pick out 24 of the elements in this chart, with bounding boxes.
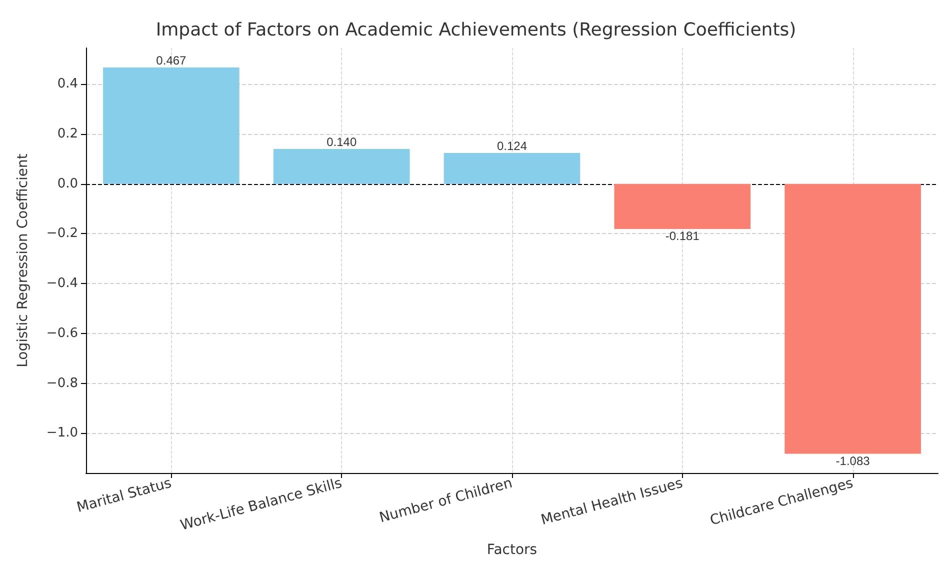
data-label: -1.083 <box>836 454 870 468</box>
y-tick-label: 0.4 <box>57 76 78 92</box>
bar <box>103 67 240 184</box>
x-tick-label: Marital Status <box>75 475 174 516</box>
y-tick-label: 0.0 <box>57 176 78 192</box>
data-label: 0.467 <box>156 53 187 68</box>
bar <box>444 152 580 184</box>
y-tick-label: −1.0 <box>46 426 78 441</box>
y-tick-label: −0.8 <box>46 376 78 391</box>
bar <box>273 148 410 184</box>
x-tick-label: Number of Children <box>378 475 514 526</box>
y-tick-label: 0.2 <box>57 126 78 142</box>
bar <box>784 184 921 454</box>
data-label: 0.124 <box>496 138 528 153</box>
y-tick-label: −0.6 <box>46 326 78 341</box>
y-axis-title: Logistic Regression Coefficient <box>15 153 31 368</box>
y-tick-label: −0.2 <box>46 226 78 242</box>
x-axis-title: Factors <box>486 542 538 558</box>
bar <box>614 184 751 229</box>
x-tick-label: Mental Health Issues <box>539 475 684 529</box>
data-label: 0.140 <box>326 134 357 149</box>
data-label: -0.181 <box>665 228 700 243</box>
y-tick-label: −0.4 <box>46 276 78 292</box>
chart-title: Impact of Factors on Academic Achievements (Regression Coefficients) <box>156 20 796 40</box>
